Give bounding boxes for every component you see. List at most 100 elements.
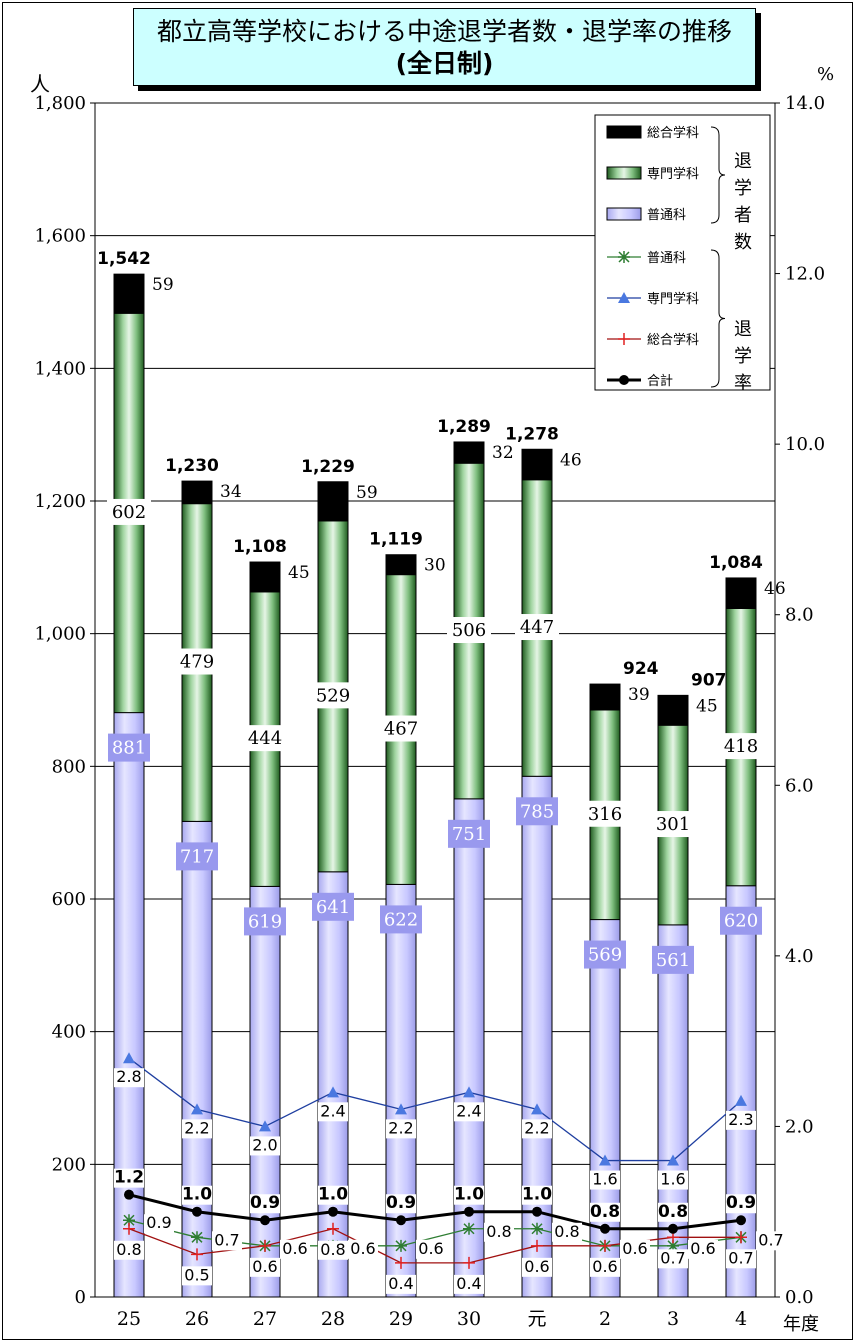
data-label-general: 620 (724, 911, 758, 932)
label-box-specialized (515, 614, 559, 641)
data-label-specialized: 447 (520, 617, 554, 638)
label-box-specialized (719, 733, 763, 760)
data-label-comprehensive: 59 (356, 483, 378, 503)
label-box-specialized (107, 498, 151, 525)
rate-label-total: 1.0 (182, 1185, 212, 1205)
rate-line-general-marker (463, 1222, 475, 1235)
legend-group-label-dropouts: 学 (734, 178, 752, 199)
label-box-specialized (311, 682, 355, 709)
rate-label-comprehensive: 0.7 (660, 1248, 685, 1267)
rate-line-specialized-marker (531, 1103, 543, 1115)
x-tick-label: 元 (527, 1308, 546, 1330)
rate-line-total-marker (396, 1215, 406, 1226)
rate-label-general-box (620, 1239, 650, 1259)
data-label-total: 1,229 (301, 457, 355, 477)
bar-general (385, 883, 417, 1298)
rate-label-general: 0.9 (146, 1213, 171, 1232)
rate-label-total-box (522, 1185, 552, 1205)
bar-comprehensive (317, 481, 349, 522)
rate-label-specialized: 2.0 (252, 1135, 277, 1154)
data-label-general: 619 (248, 911, 282, 932)
rate-line-comprehensive-marker (327, 1222, 339, 1235)
rate-label-general: 0.6 (418, 1239, 443, 1258)
y-tick-label: 1,600 (34, 226, 86, 247)
rate-label-total-box (250, 1194, 280, 1214)
rate-label-total-box (658, 1202, 688, 1222)
rate-line-specialized-marker (667, 1154, 679, 1166)
rate-label-comprehensive: 0.6 (524, 1257, 549, 1276)
y-right-tick-label: 6.0 (785, 775, 814, 796)
data-label-comprehensive: 34 (220, 482, 242, 502)
rate-label-total: 1.2 (114, 1168, 144, 1188)
bar-general (589, 919, 621, 1298)
bar-comprehensive (249, 561, 281, 593)
bar-general (249, 885, 281, 1298)
rate-line-specialized-marker (191, 1103, 203, 1115)
bar-general (113, 712, 145, 1298)
label-box-specialized (447, 617, 491, 644)
legend-group-label-dropouts: 数 (734, 232, 752, 253)
label-box-general (176, 842, 218, 871)
bar-comprehensive (181, 480, 213, 505)
x-tick-label: 30 (457, 1308, 481, 1330)
data-label-comprehensive: 46 (764, 579, 786, 599)
label-box-general (448, 819, 490, 848)
data-label-total: 1,278 (505, 424, 559, 444)
rate-label-general-box (484, 1222, 514, 1242)
rate-label-comprehensive: 0.8 (320, 1240, 345, 1259)
rate-label-specialized: 2.8 (116, 1067, 141, 1086)
rate-line-total-marker (668, 1223, 678, 1234)
y-right-tick-label: 10.0 (785, 434, 825, 455)
label-box-general (720, 906, 762, 935)
rate-label-comprehensive-box (250, 1257, 280, 1277)
rate-line-total-marker (736, 1215, 746, 1226)
label-box-general (516, 797, 558, 826)
bar-comprehensive (453, 441, 485, 464)
data-label-specialized: 444 (248, 728, 282, 749)
y-right-tick-label: 4.0 (785, 946, 814, 967)
label-box-general (244, 907, 286, 936)
rate-label-general-box (416, 1239, 446, 1259)
bar-comprehensive (725, 577, 757, 609)
rate-line-comprehensive-marker (191, 1248, 203, 1261)
rate-line-specialized-marker (463, 1086, 475, 1098)
y-tick-label: 0 (75, 1287, 86, 1308)
rate-label-comprehensive-box (590, 1257, 620, 1277)
rate-label-total: 0.9 (250, 1193, 280, 1213)
rate-line-total (128, 1193, 742, 1231)
bar-comprehensive (589, 683, 621, 711)
legend-group-label-rates: 退 (734, 319, 752, 340)
x-tick-label: 27 (253, 1308, 277, 1330)
rate-label-specialized: 2.3 (728, 1110, 753, 1129)
rate-label-comprehensive: 0.7 (728, 1248, 753, 1267)
rate-label-total-box (114, 1168, 144, 1188)
rate-label-comprehensive: 0.5 (184, 1265, 209, 1284)
data-label-specialized: 602 (112, 502, 146, 523)
data-label-comprehensive: 45 (288, 563, 310, 583)
data-label-total: 1,542 (97, 249, 151, 269)
rate-label-general: 0.7 (758, 1230, 783, 1249)
data-label-specialized: 506 (452, 620, 486, 641)
rate-label-total: 1.0 (522, 1185, 552, 1205)
data-label-comprehensive: 45 (696, 696, 718, 716)
data-label-total: 1,289 (437, 417, 491, 437)
rate-label-comprehensive-box (454, 1274, 484, 1294)
rate-label-specialized-box (658, 1170, 688, 1190)
data-label-general: 622 (384, 909, 418, 930)
y-right-tick-label: 2.0 (785, 1116, 814, 1137)
rate-label-total: 0.9 (726, 1193, 756, 1213)
data-label-total: 1,084 (709, 553, 763, 573)
y-tick-label: 800 (52, 756, 86, 777)
rate-label-total: 0.8 (590, 1202, 620, 1222)
legend-marker (618, 333, 630, 345)
label-box-general (652, 945, 694, 974)
bar-comprehensive (521, 448, 553, 481)
rate-label-specialized-box (182, 1119, 212, 1139)
rate-line-comprehensive-marker (531, 1239, 543, 1252)
rate-line-total-marker (532, 1206, 542, 1217)
y-axis-label-right: % (817, 64, 835, 85)
data-label-specialized: 529 (316, 685, 350, 706)
rate-label-general-box (144, 1214, 174, 1234)
